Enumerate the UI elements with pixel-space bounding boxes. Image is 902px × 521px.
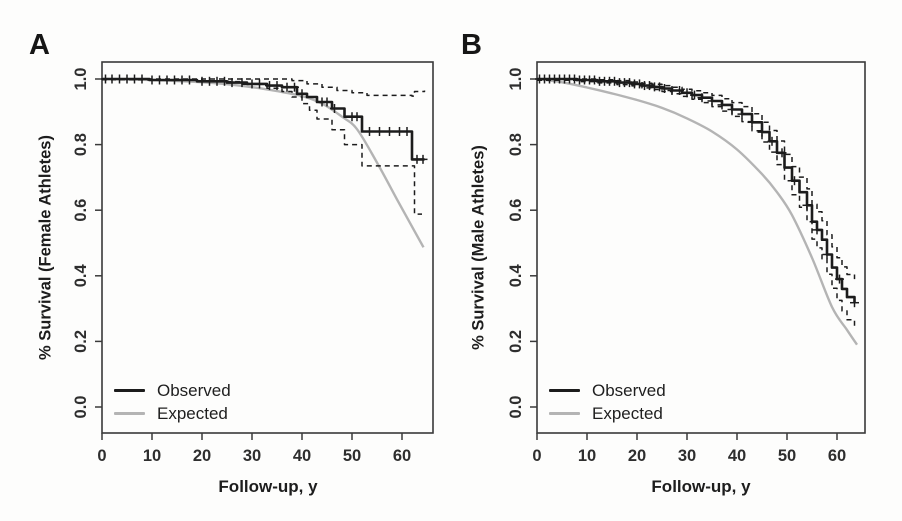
observed-curve <box>102 77 425 161</box>
x-axis-title-b: Follow-up, y <box>651 477 751 496</box>
x-tick-label: 40 <box>728 447 746 465</box>
y-tick-label: 0.8 <box>72 133 90 156</box>
y-tick-label: 0.2 <box>507 330 525 353</box>
y-tick-label: 1.0 <box>72 68 90 91</box>
legend-item-expected: Expected <box>114 404 231 423</box>
y-tick-label: 0.0 <box>507 396 525 419</box>
ci-upper-curve <box>537 78 856 280</box>
plot-frame <box>101 61 434 434</box>
y-tick-label: 0.4 <box>72 264 90 288</box>
panel-a: 0 10 20 30 40 50 60 0.0 0.2 0.4 0.6 0.8 1.0 A % Surv… <box>29 29 434 496</box>
x-tick-label: 60 <box>828 447 846 465</box>
x-tick-label: 30 <box>243 447 261 465</box>
plot-frame <box>536 61 866 434</box>
y-axis-title-b: % Survival (Male Athletes) <box>469 145 488 350</box>
ci-lower-curve <box>102 78 422 215</box>
legend-item-expected: Expected <box>549 404 666 423</box>
ci-upper-curve <box>102 78 426 97</box>
observed-line-swatch <box>549 389 580 392</box>
y-tick-label: 0.6 <box>72 199 90 222</box>
x-axis-title-a: Follow-up, y <box>218 477 318 496</box>
legend-a: Observed Expected <box>114 381 231 423</box>
y-axis-title-a: % Survival (Female Athletes) <box>36 135 55 360</box>
legend-label-observed: Observed <box>157 380 231 400</box>
x-tick-label: 50 <box>343 447 361 465</box>
x-tick-label: 30 <box>678 447 696 465</box>
x-tick-label: 50 <box>778 447 796 465</box>
ci-lower-curve <box>537 79 856 327</box>
panel-b: 0 10 20 30 40 50 60 0.0 0.2 0.4 0.6 0.8 1.0 B % Surv… <box>451 0 902 521</box>
legend-item-observed: Observed <box>114 381 231 400</box>
x-tick-label: 0 <box>97 447 106 465</box>
panel-label-b: B <box>461 29 482 61</box>
legend-label-expected: Expected <box>157 403 228 423</box>
survival-plot-female: 0 10 20 30 40 50 60 0.0 0.2 0.4 0.6 0.8 1.0 <box>72 61 434 465</box>
expected-curve <box>101 77 425 248</box>
x-tick-label: 20 <box>628 447 646 465</box>
expected-curve <box>536 77 858 346</box>
legend-item-observed: Observed <box>549 381 666 400</box>
expected-line-swatch <box>114 412 145 415</box>
x-tick-label: 10 <box>578 447 596 465</box>
panel-label-a: A <box>29 29 50 61</box>
x-tick-label: 60 <box>393 447 411 465</box>
y-tick-label: 0.8 <box>507 133 525 156</box>
y-tick-label: 0.0 <box>72 396 90 419</box>
survival-plot-male: 0 10 20 30 40 50 60 0.0 0.2 0.4 0.6 0.8 1.0 <box>507 61 866 465</box>
legend-b: Observed Expected <box>549 381 666 423</box>
x-tick-label: 0 <box>532 447 541 465</box>
x-tick-label: 20 <box>193 447 211 465</box>
observed-curve <box>537 77 856 303</box>
expected-line-swatch <box>549 412 580 415</box>
y-tick-label: 1.0 <box>507 68 525 91</box>
y-tick-label: 0.2 <box>72 330 90 353</box>
y-tick-label: 0.4 <box>507 264 525 288</box>
legend-label-expected: Expected <box>592 403 663 423</box>
legend-label-observed: Observed <box>592 380 666 400</box>
x-tick-label: 40 <box>293 447 311 465</box>
x-tick-label: 10 <box>143 447 161 465</box>
observed-line-swatch <box>114 389 145 392</box>
y-tick-label: 0.6 <box>507 199 525 222</box>
